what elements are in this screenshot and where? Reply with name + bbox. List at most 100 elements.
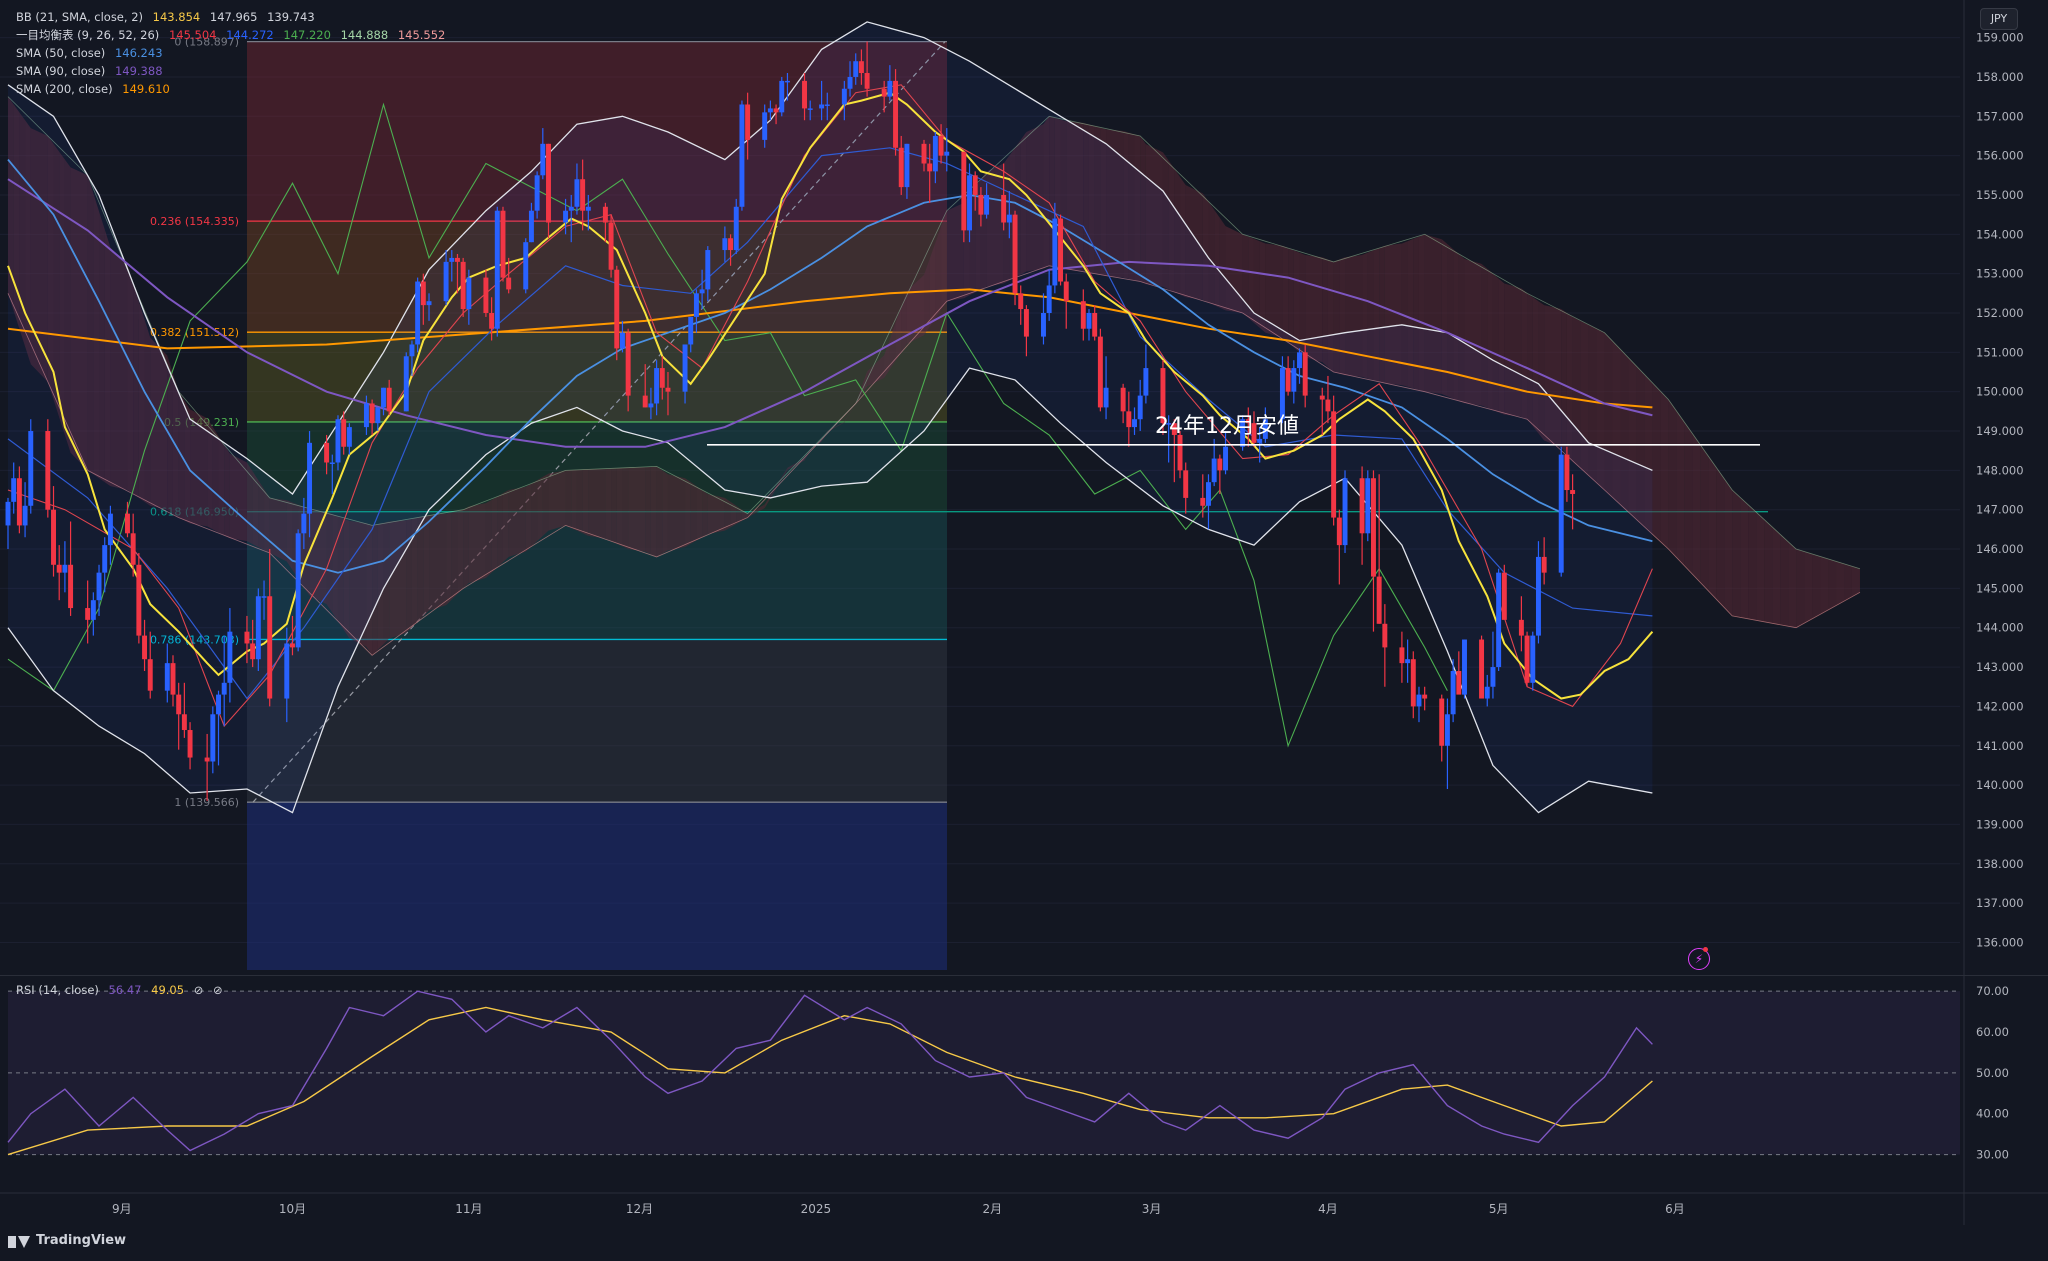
legend-ichimoku-v4: 144.888 — [340, 28, 389, 42]
cloud-segment — [1379, 245, 1385, 384]
cloud-segment — [1692, 433, 1701, 583]
candle-body — [506, 277, 512, 290]
candle-body — [244, 631, 250, 644]
legend-sma90[interactable]: SMA (90, close) 149.388 — [16, 62, 451, 80]
time-tick-label: 4月 — [1318, 1202, 1338, 1216]
rsi-chart[interactable]: 70.00 60.00 50.00 40.00 30.00 9月 10月 11月 12月 202… — [0, 974, 2048, 1225]
cloud-segment — [628, 467, 646, 552]
candle-body — [574, 179, 580, 207]
candle-body — [1177, 434, 1183, 471]
candle-body — [1143, 368, 1149, 396]
cloud-segment — [747, 504, 765, 518]
candle-body — [767, 108, 773, 113]
cloud-segment — [1504, 283, 1522, 417]
price-chart[interactable]: 0 (158.897) 0.236 (154.335) 0.382 (151.512… — [0, 0, 2048, 975]
cloud-segment — [1020, 132, 1027, 275]
candle-body — [961, 151, 967, 231]
cloud-segment — [1174, 168, 1181, 295]
price-tick-label: 137.000 — [1976, 896, 2024, 910]
currency-button[interactable]: JPY — [1980, 8, 2018, 30]
cloud-segment — [1544, 305, 1562, 448]
rsi-tick-label: 50.00 — [1976, 1066, 2009, 1080]
candle-body — [1240, 419, 1246, 447]
time-tick-label: 2月 — [982, 1202, 1002, 1216]
legend-bb-label: BB (21, SMA, close, 2) — [16, 10, 143, 24]
candle-body — [1103, 387, 1109, 408]
cloud-segment — [1100, 127, 1107, 277]
candle-body — [739, 104, 745, 207]
candle-body — [45, 431, 51, 510]
cloud-segment — [924, 258, 930, 336]
candle-body — [523, 242, 529, 290]
cloud-segment — [1373, 248, 1380, 382]
candle-body — [1041, 312, 1046, 337]
eye-off-icon[interactable]: ⊘ — [193, 983, 204, 997]
fib-level-label: 0 (158.897) — [174, 36, 239, 49]
candle-body — [904, 143, 910, 188]
cloud-segment — [1208, 201, 1215, 306]
candle-body — [250, 643, 256, 660]
candle-body — [324, 442, 330, 463]
candle-body — [568, 206, 574, 211]
cloud-segment — [1128, 132, 1135, 281]
candle-body — [1359, 478, 1365, 534]
legend-bb-lower: 139.743 — [267, 10, 315, 24]
candle-body — [807, 108, 813, 110]
candle-body — [289, 643, 295, 648]
cloud-segment — [1596, 328, 1605, 491]
cloud-segment — [1716, 467, 1725, 608]
cloud-segment — [93, 193, 100, 479]
candle-body — [1001, 194, 1007, 223]
legend-ichimoku[interactable]: 一目均衡表 (9, 26, 52, 26) 145.504 144.272 14… — [16, 26, 451, 44]
candle-body — [1097, 336, 1103, 408]
fib-level-label: 0.236 (154.335) — [150, 215, 239, 228]
price-pane[interactable]: 0 (158.897) 0.236 (154.335) 0.382 (151.512… — [0, 0, 2048, 975]
candle-body — [1450, 671, 1456, 715]
cloud-segment — [1764, 519, 1773, 624]
candle-body — [420, 281, 426, 306]
price-tick-label: 153.000 — [1976, 267, 2024, 281]
price-tick-label: 148.000 — [1976, 463, 2024, 477]
candle-body — [375, 407, 381, 424]
price-tick-label: 144.000 — [1976, 621, 2024, 635]
cloud-segment — [502, 490, 509, 563]
rsi-ma-line — [7, 1006, 1653, 1156]
candle-body — [693, 293, 699, 317]
candle-body — [688, 316, 694, 345]
candle-body — [1018, 293, 1024, 310]
cloud-segment — [1844, 563, 1852, 602]
candle-body — [1490, 667, 1496, 687]
cloud-segment — [1756, 512, 1765, 622]
rsi-legend[interactable]: RSI (14, close) 56.47 49.05 ⊘ ⊘ — [16, 983, 229, 997]
tradingview-logo[interactable]: TradingView — [8, 1233, 126, 1248]
cloud-segment — [127, 265, 134, 494]
candle-body — [1171, 423, 1177, 435]
cloud-segment — [372, 524, 378, 656]
legend-sma50[interactable]: SMA (50, close) 146.243 — [16, 44, 451, 62]
legend-sma200-value: 149.610 — [122, 82, 170, 96]
candle-body — [1405, 659, 1411, 664]
candle-body — [699, 289, 705, 294]
candle-body — [28, 431, 34, 506]
cloud-segment — [935, 226, 942, 319]
legend-sma200[interactable]: SMA (200, close) 149.610 — [16, 80, 451, 98]
cloud-segment — [724, 497, 731, 531]
cloud-segment — [1418, 234, 1425, 392]
candle-body — [642, 395, 648, 408]
cloud-segment — [1828, 558, 1837, 611]
cloud-segment — [309, 509, 327, 605]
candle-body — [784, 80, 790, 83]
rsi-pane[interactable]: 70.00 60.00 50.00 40.00 30.00 9月 10月 11月 12月 202… — [0, 974, 2048, 1225]
candle-body — [648, 403, 654, 408]
cloud-segment — [1820, 556, 1829, 615]
cloud-segment — [133, 283, 139, 498]
eye-off-icon-2[interactable]: ⊘ — [213, 983, 223, 997]
lightning-icon[interactable]: ⚡ — [1688, 948, 1710, 970]
candle-body — [585, 206, 591, 211]
cloud-segment — [1003, 155, 1010, 284]
cloud-segment — [110, 247, 128, 491]
cloud-segment — [1180, 176, 1186, 298]
candle-body — [16, 478, 22, 526]
legend-bb[interactable]: BB (21, SMA, close, 2) 143.854 147.965 1… — [16, 8, 451, 26]
cloud-segment — [929, 242, 936, 327]
